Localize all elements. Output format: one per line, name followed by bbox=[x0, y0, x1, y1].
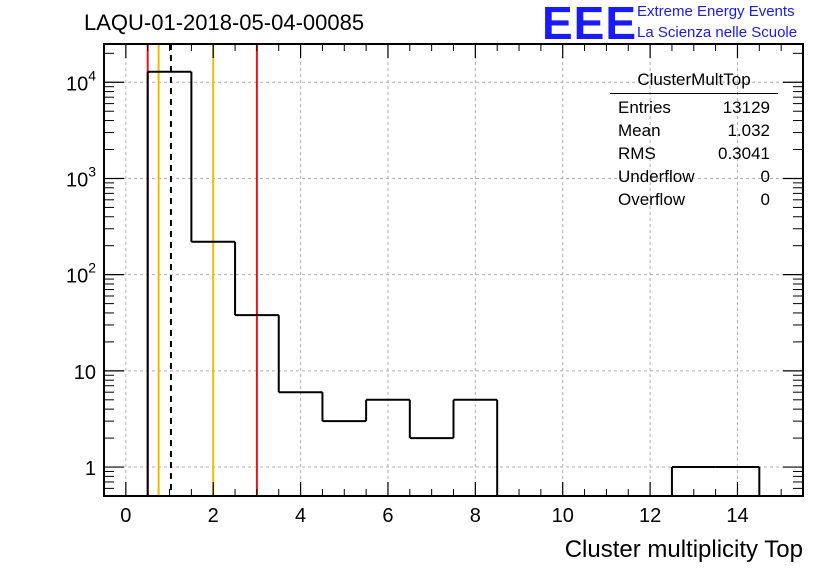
y-tick-base: 10 bbox=[66, 73, 88, 95]
y-tick-label: 104 bbox=[66, 67, 96, 95]
y-tick-exponent: 3 bbox=[88, 163, 96, 179]
y-tick-label: 10 bbox=[74, 362, 96, 384]
x-tick-label: 4 bbox=[295, 505, 306, 527]
y-tick-exponent: 2 bbox=[88, 260, 96, 276]
x-tick-label: 12 bbox=[639, 505, 661, 527]
stats-label: RMS bbox=[618, 144, 656, 163]
x-axis-label: Cluster multiplicity Top bbox=[564, 536, 803, 563]
x-tick-label: 14 bbox=[726, 505, 748, 527]
x-tick-label: 2 bbox=[208, 505, 219, 527]
x-tick-label: 10 bbox=[552, 505, 574, 527]
y-tick-label: 103 bbox=[66, 163, 96, 191]
y-tick-exponent: 4 bbox=[88, 67, 96, 83]
stats-row-mean: Mean 1.032 bbox=[610, 119, 778, 142]
stats-title: ClusterMultTop bbox=[610, 70, 778, 94]
x-tick-label: 0 bbox=[120, 505, 131, 527]
stats-box: ClusterMultTop Entries 13129 Mean 1.032 … bbox=[610, 70, 778, 211]
logo-line-1: Extreme Energy Events bbox=[637, 3, 795, 20]
x-tick-label: 6 bbox=[382, 505, 393, 527]
y-tick-label: 1 bbox=[85, 458, 96, 480]
stats-label: Overflow bbox=[618, 190, 686, 209]
stats-label: Underflow bbox=[618, 167, 695, 186]
axis-ticks bbox=[103, 44, 804, 497]
stats-value: 13129 bbox=[722, 98, 770, 117]
logo-line-2: La Scienza nelle Scuole bbox=[637, 24, 798, 41]
stats-value: 0 bbox=[760, 167, 770, 186]
stats-row-entries: Entries 13129 bbox=[610, 96, 778, 119]
x-tick-label: 8 bbox=[470, 505, 481, 527]
reference-lines bbox=[146, 44, 258, 496]
stats-value: 0 bbox=[760, 190, 770, 209]
stats-row-underflow: Underflow 0 bbox=[610, 165, 778, 188]
y-tick-base: 10 bbox=[66, 266, 88, 288]
stats-label: Mean bbox=[618, 121, 661, 140]
stats-label: Entries bbox=[618, 98, 671, 117]
stats-row-rms: RMS 0.3041 bbox=[610, 142, 778, 165]
stats-row-overflow: Overflow 0 bbox=[610, 188, 778, 211]
stats-value: 1.032 bbox=[727, 121, 770, 140]
y-tick-base: 10 bbox=[66, 169, 88, 191]
y-tick-label: 102 bbox=[66, 260, 96, 288]
histogram-series bbox=[146, 70, 761, 496]
plot-title: LAQU-01-2018-05-04-00085 bbox=[84, 10, 365, 35]
eee-logo: EEE bbox=[542, 0, 638, 49]
stats-value: 0.3041 bbox=[718, 144, 770, 163]
